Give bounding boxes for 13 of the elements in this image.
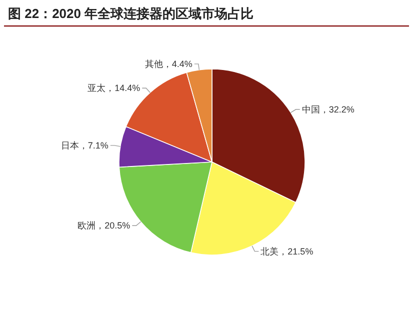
chart-title: 图 22：2020 年全球连接器的区域市场占比 <box>8 6 254 21</box>
data-label: ，7.1% <box>78 140 108 150</box>
slice-label: 其他 <box>144 58 163 69</box>
slice-label: 日本 <box>60 140 79 150</box>
slice-label: 北美 <box>260 246 279 256</box>
data-label: ，21.5% <box>278 246 314 256</box>
slice-label: 中国 <box>302 104 320 114</box>
data-label: ，4.4% <box>162 58 192 69</box>
data-label: ，32.2% <box>320 104 354 114</box>
slice-label: 欧洲 <box>78 220 96 231</box>
data-label: ，14.4% <box>106 83 140 94</box>
data-label: ，20.5% <box>96 220 130 231</box>
slice-label: 亚太 <box>88 83 106 94</box>
